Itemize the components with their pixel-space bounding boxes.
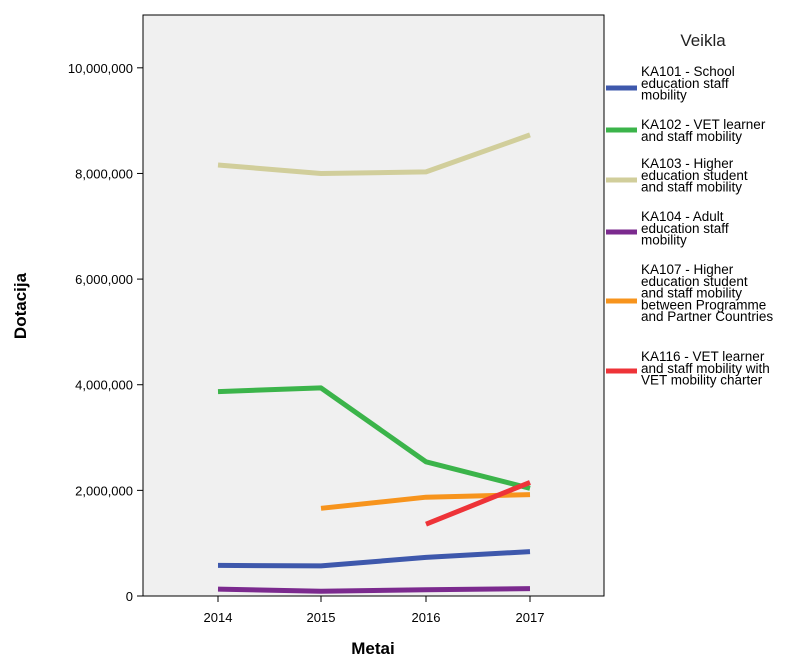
series-lines [217,132,531,594]
legend-label-line: mobility [641,233,687,248]
x-axis-title: Metai [351,639,394,658]
legend-label-line: and staff mobility [641,129,742,144]
series-line-3 [217,132,531,176]
x-axis: 2014 2015 2016 2017 [204,596,545,625]
legend-label-line: KA104 - Adult [641,209,724,224]
legend-label-line: VET mobility charter [641,373,763,388]
y-tick-label: 0 [126,589,133,604]
legend-title: Veikla [680,31,726,50]
series-line-6 [425,480,531,527]
series-line-1 [217,549,531,569]
legend-label-line: education student [641,168,748,183]
legend-label-line: and staff mobility [641,286,742,301]
x-tick-label: 2017 [516,610,545,625]
legend-label-line: and staff mobility with [641,361,770,376]
legend-label-line: KA101 - School [641,64,735,79]
series-line-4 [217,586,531,594]
legend-label-line: education student [641,274,748,289]
legend-label-line: education staff [641,76,729,91]
legend-label-line: between Programme [641,297,766,312]
y-tick-label: 8,000,000 [75,166,133,181]
legend-label-line: education staff [641,221,729,236]
legend-label-line: and Partner Countries [641,309,773,324]
plot-area [142,14,605,597]
series-line-2 [217,385,531,491]
x-tick-label: 2014 [204,610,233,625]
legend-label-line: KA103 - Higher [641,156,734,171]
x-tick-label: 2015 [307,610,336,625]
y-tick-label: 4,000,000 [75,378,133,393]
legend-label-line: KA102 - VET learner [641,117,766,132]
x-tick-label: 2016 [412,610,441,625]
legend-label-line: KA107 - Higher [641,262,734,277]
legend-label-line: mobility [641,88,687,103]
y-tick-label: 10,000,000 [68,61,133,76]
y-axis: 0 2,000,000 4,000,000 6,000,000 8,000,000 10,… [68,61,143,604]
y-tick-label: 2,000,000 [75,483,133,498]
legend-label-line: and staff mobility [641,180,742,195]
y-tick-label: 6,000,000 [75,272,133,287]
y-axis-title: Dotacija [11,272,30,339]
legend-label-line: KA116 - VET learner [641,349,765,364]
